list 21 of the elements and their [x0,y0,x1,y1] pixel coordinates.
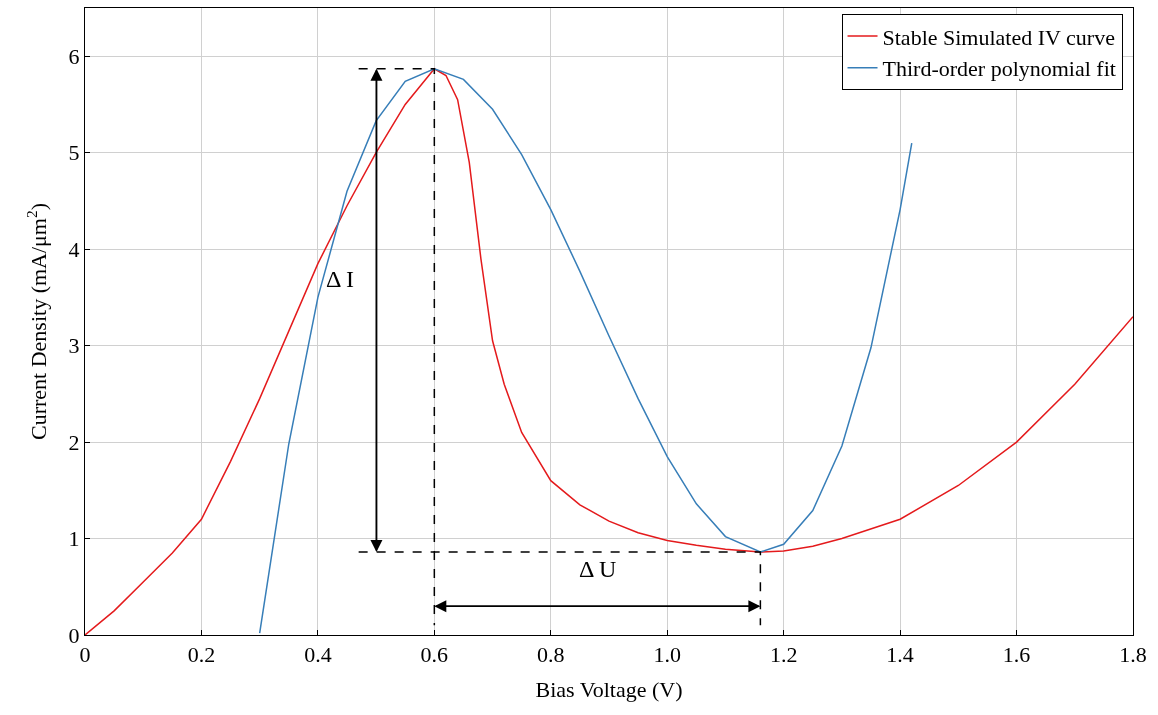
x-tick-label: 0.8 [537,642,565,668]
x-tick-label: 1.8 [1119,642,1147,668]
x-tick-label: 1.0 [653,642,681,668]
legend-label: Third-order polynomial fit [882,56,1116,82]
y-tick-label: 4 [68,236,80,262]
x-tick-label: 1.6 [1002,642,1031,668]
x-tick-label: 1.4 [886,642,914,668]
x-axis-title: Bias Voltage (V) [535,677,683,703]
y-tick-label: 5 [68,140,80,166]
y-tick-label: 1 [68,526,80,552]
annotation: Δ U [579,556,617,582]
x-tick-label: 1.2 [769,642,798,668]
y-tick-label: 2 [68,429,80,455]
x-tick-label: 0.4 [304,642,332,668]
y-tick-label: 6 [68,43,80,69]
annotation: Δ I [326,266,355,292]
x-tick-label: 0.6 [420,642,449,668]
x-tick-label: 0.2 [187,642,216,668]
legend-label: Stable Simulated IV curve [882,24,1115,50]
y-tick-label: 3 [68,333,80,359]
y-tick-label: 0 [68,622,80,648]
